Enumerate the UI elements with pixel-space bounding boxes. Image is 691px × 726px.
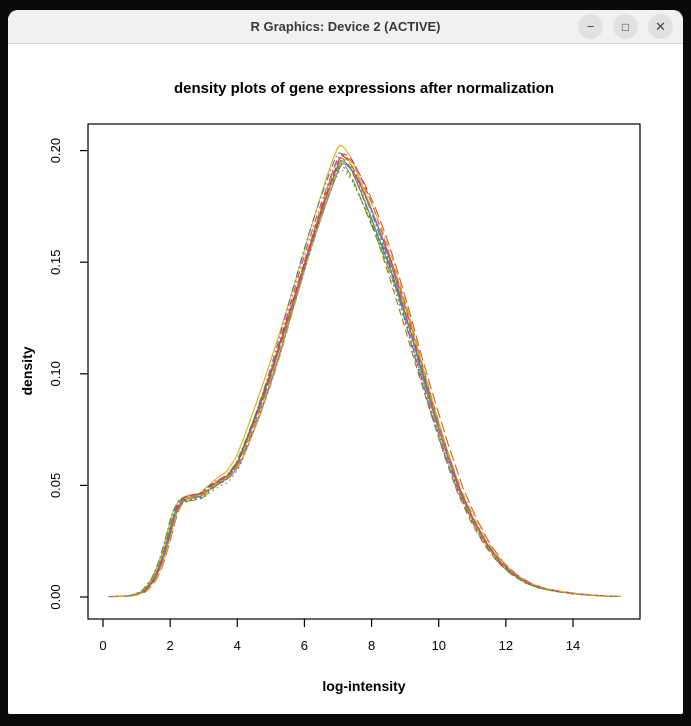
y-tick-label: 0.05: [48, 473, 63, 498]
x-tick-label: 10: [431, 638, 445, 653]
density-curve: [112, 158, 621, 598]
density-curve: [111, 163, 620, 598]
chart-title: density plots of gene expressions after …: [174, 80, 554, 97]
window-controls: − □ ✕: [578, 14, 673, 39]
density-curve: [109, 169, 618, 598]
plot-box: [87, 123, 641, 620]
density-curve: [109, 154, 617, 598]
minimize-button[interactable]: −: [578, 14, 603, 39]
x-tick-label: 8: [368, 638, 375, 653]
maximize-button[interactable]: □: [613, 14, 638, 39]
r-graphics-window: R Graphics: Device 2 (ACTIVE) − □ ✕ dens…: [8, 10, 683, 714]
x-tick-label: 14: [566, 638, 580, 653]
y-tick-label: 0.20: [48, 138, 63, 163]
density-curve: [110, 162, 619, 598]
window-titlebar[interactable]: R Graphics: Device 2 (ACTIVE) − □ ✕: [8, 10, 683, 44]
close-button[interactable]: ✕: [648, 14, 673, 39]
y-tick-label: 0.15: [48, 250, 63, 275]
density-curve: [108, 152, 616, 598]
y-tick-label: 0.10: [48, 361, 63, 386]
density-curve: [111, 161, 619, 598]
x-tick-label: 2: [167, 638, 174, 653]
plot-content-area: density plots of gene expressions after …: [8, 44, 683, 714]
maximize-icon: □: [621, 19, 630, 34]
density-curve: [110, 165, 619, 598]
density-curve: [110, 159, 618, 598]
x-tick-label: 0: [99, 638, 106, 653]
density-curve: [111, 153, 619, 598]
density-curve: [111, 155, 619, 598]
x-tick-label: 12: [499, 638, 513, 653]
y-axis-label: density: [19, 346, 35, 395]
density-curve: [108, 157, 616, 598]
density-curve: [109, 144, 617, 598]
x-tick-label: 4: [234, 638, 241, 653]
minimize-icon: −: [586, 19, 595, 34]
density-plot-canvas: density plots of gene expressions after …: [19, 80, 641, 694]
density-curves-group: [108, 144, 622, 598]
x-axis-label: log-intensity: [322, 678, 405, 694]
axes-group: 0 2 4 6 8 10 12 14 0.00 0.05 0.10 0.15 0.20: [48, 123, 641, 653]
y-tick-label: 0.00: [48, 584, 63, 609]
close-icon: ✕: [655, 18, 666, 34]
x-tick-label: 6: [301, 638, 308, 653]
density-curve: [113, 156, 622, 598]
